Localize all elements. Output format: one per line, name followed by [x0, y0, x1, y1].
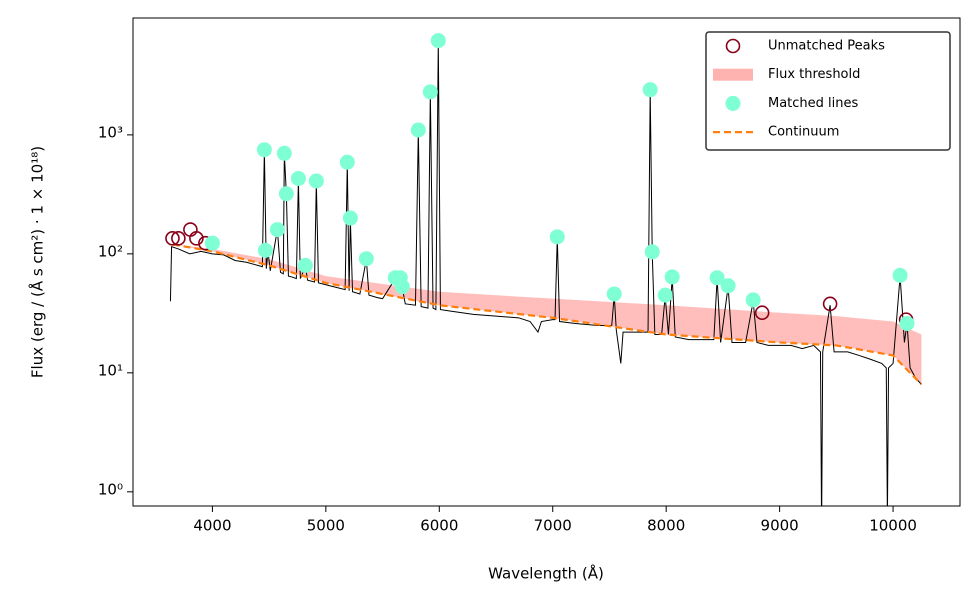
matched-point [892, 267, 908, 283]
legend-label: Matched lines [768, 96, 859, 111]
matched-point [256, 142, 272, 158]
matched-point [278, 186, 294, 202]
spectrum-line [169, 41, 922, 506]
matched-point [290, 170, 306, 186]
matched-point [549, 229, 565, 245]
legend-label: Flux threshold [768, 67, 860, 82]
axes-frame [132, 17, 961, 507]
matched-point [394, 279, 410, 295]
y-tick-label: 10² [98, 242, 123, 260]
unmatched-point [171, 231, 186, 246]
matched-point [308, 173, 324, 189]
matched-point [430, 33, 446, 49]
legend-marker [725, 95, 741, 111]
plot-area [165, 33, 923, 506]
matched-point [606, 286, 622, 302]
unmatched-point [189, 231, 204, 246]
matched-point [644, 244, 660, 260]
legend-marker [725, 38, 741, 54]
unmatched-point [183, 222, 198, 237]
matched-point [899, 315, 915, 331]
matched-point [422, 84, 438, 100]
x-tick-label: 7000 [534, 517, 572, 535]
y-tick-label: 10¹ [98, 361, 123, 379]
matched-point [642, 82, 658, 98]
axes: 4000 5000 6000 7000 8000 9000 10000 10⁰ 10¹ 10² 10… [98, 123, 917, 534]
x-tick-label: 6000 [420, 517, 458, 535]
y-axis-label: Flux (erg / (Å s cm²) · 1 × 10¹⁸) [28, 146, 47, 378]
x-tick-label: 9000 [761, 517, 799, 535]
legend-label: Continuum [768, 125, 839, 140]
unmatched-point [754, 305, 770, 321]
unmatched-point [822, 296, 838, 312]
x-tick-label: 4000 [193, 517, 231, 535]
continuum-line [172, 243, 923, 386]
y-tick-label: 10³ [98, 123, 123, 141]
matched-point [339, 154, 355, 170]
x-tick-label: 10000 [869, 517, 917, 535]
matched-point [204, 235, 220, 251]
y-tick-label: 10⁰ [98, 480, 123, 498]
matched-point [657, 287, 673, 303]
unmatched-point [165, 231, 180, 246]
matched-point [745, 292, 761, 308]
legend-label: Unmatched Peaks [768, 39, 885, 54]
matched-point [709, 270, 725, 286]
legend-box [705, 31, 951, 151]
threshold-band [172, 244, 922, 385]
matched-point [269, 222, 285, 238]
matched-point [297, 257, 313, 273]
x-tick-label: 8000 [647, 517, 685, 535]
matched-point [720, 278, 736, 294]
matched-point [342, 210, 358, 226]
x-axis-label: Wavelength (Å) [488, 564, 604, 583]
legend-marker [713, 68, 753, 81]
matched-point [664, 269, 680, 285]
matched-point [358, 251, 374, 267]
legend: Unmatched Peaks Flux threshold Matched lin… [705, 31, 951, 151]
matched-point [410, 122, 426, 138]
matched-point [276, 145, 292, 161]
matched-point [257, 242, 273, 258]
x-tick-label: 5000 [307, 517, 345, 535]
